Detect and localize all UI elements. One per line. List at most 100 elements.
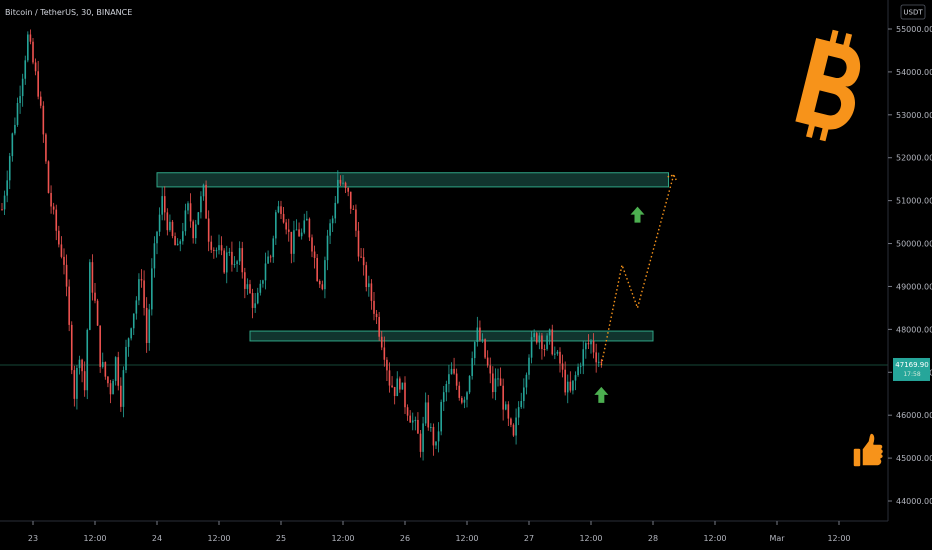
candle-body: [551, 329, 553, 354]
candle-body: [156, 232, 158, 244]
candle-body: [296, 229, 298, 230]
candle-body: [50, 193, 52, 207]
y-tick-label: 52000.00: [896, 154, 932, 163]
candle-body: [198, 212, 200, 224]
candle-body: [17, 103, 19, 125]
candle-body: [340, 180, 342, 184]
candle-body: [342, 183, 344, 184]
candle-body: [283, 214, 285, 223]
y-tick-label: 50000.00: [896, 240, 932, 249]
candle-body: [322, 284, 324, 289]
bitcoin-logo-icon: [792, 26, 871, 146]
candle-body: [172, 222, 174, 236]
candle-body: [334, 203, 336, 219]
candle-body: [146, 308, 148, 343]
candle-layer: [1, 30, 602, 461]
candle-body: [510, 419, 512, 425]
annotation-layer: [594, 175, 676, 403]
candle-body: [389, 370, 391, 385]
candle-body: [195, 224, 197, 238]
candle-body: [350, 192, 352, 209]
candle-body: [102, 362, 104, 367]
candle-body: [311, 237, 313, 251]
candle-body: [407, 407, 409, 415]
y-tick-label: 53000.00: [896, 111, 932, 120]
candle-body: [257, 293, 259, 304]
candle-body: [541, 335, 543, 349]
candle-body: [177, 244, 179, 245]
candle-body: [378, 317, 380, 337]
x-tick-label: 12:00: [331, 534, 354, 543]
candle-body: [14, 125, 16, 133]
candle-body: [451, 369, 453, 374]
candle-body: [386, 360, 388, 371]
candle-body: [24, 60, 26, 78]
candle-body: [314, 252, 316, 258]
candle-body: [456, 374, 458, 386]
candle-body: [425, 402, 427, 423]
candle-body: [84, 371, 86, 390]
candle-body: [138, 279, 140, 300]
candle-body: [278, 206, 280, 212]
candle-body: [492, 374, 494, 393]
candle-body: [329, 223, 331, 235]
candle-body: [48, 161, 50, 193]
y-tick-label: 45000.00: [896, 454, 932, 463]
candle-body: [236, 261, 238, 264]
candle-body: [254, 303, 256, 308]
candle-body: [582, 349, 584, 366]
currency-button[interactable]: USDT: [901, 5, 925, 19]
candle-body: [55, 210, 57, 231]
candle-body: [523, 387, 525, 401]
candle-body: [203, 185, 205, 196]
candle-body: [22, 79, 24, 96]
candle-body: [19, 96, 21, 103]
x-tick-label: 12:00: [455, 534, 478, 543]
candle-body: [443, 392, 445, 402]
candle-body: [192, 221, 194, 238]
candle-body: [353, 209, 355, 210]
candle-body: [43, 106, 45, 135]
candle-body: [324, 260, 326, 289]
candle-body: [120, 386, 122, 407]
candle-body: [128, 338, 130, 347]
y-tick-label: 55000.00: [896, 25, 932, 34]
candle-body: [391, 386, 393, 387]
candle-body: [169, 222, 171, 230]
candle-body: [136, 300, 138, 313]
candle-body: [319, 281, 321, 284]
candle-body: [27, 34, 29, 60]
candle-body: [81, 360, 83, 371]
candle-body: [97, 301, 99, 326]
candle-body: [435, 441, 437, 445]
candle-body: [347, 188, 349, 192]
candle-body: [252, 293, 254, 308]
candle-body: [495, 378, 497, 392]
candle-body: [291, 232, 293, 254]
candle-body: [337, 180, 339, 203]
candle-body: [288, 230, 290, 232]
candle-body: [213, 250, 215, 251]
candle-body: [580, 366, 582, 367]
candle-body: [427, 402, 429, 427]
candle-body: [536, 333, 538, 342]
candle-body: [267, 257, 269, 264]
currency-label[interactable]: USDT: [903, 9, 923, 17]
candle-body: [58, 231, 60, 245]
candle-body: [167, 212, 169, 230]
candle-body: [513, 425, 515, 436]
candle-body: [399, 378, 401, 389]
candle-body: [446, 384, 448, 392]
candle-body: [71, 325, 73, 370]
candle-body: [148, 309, 150, 343]
candle-body: [117, 357, 119, 386]
candle-body: [575, 375, 577, 380]
candle-body: [590, 341, 592, 344]
support-zone: [250, 331, 653, 341]
x-tick-label: 12:00: [83, 534, 106, 543]
candle-body: [415, 420, 417, 421]
candle-body: [133, 314, 135, 329]
